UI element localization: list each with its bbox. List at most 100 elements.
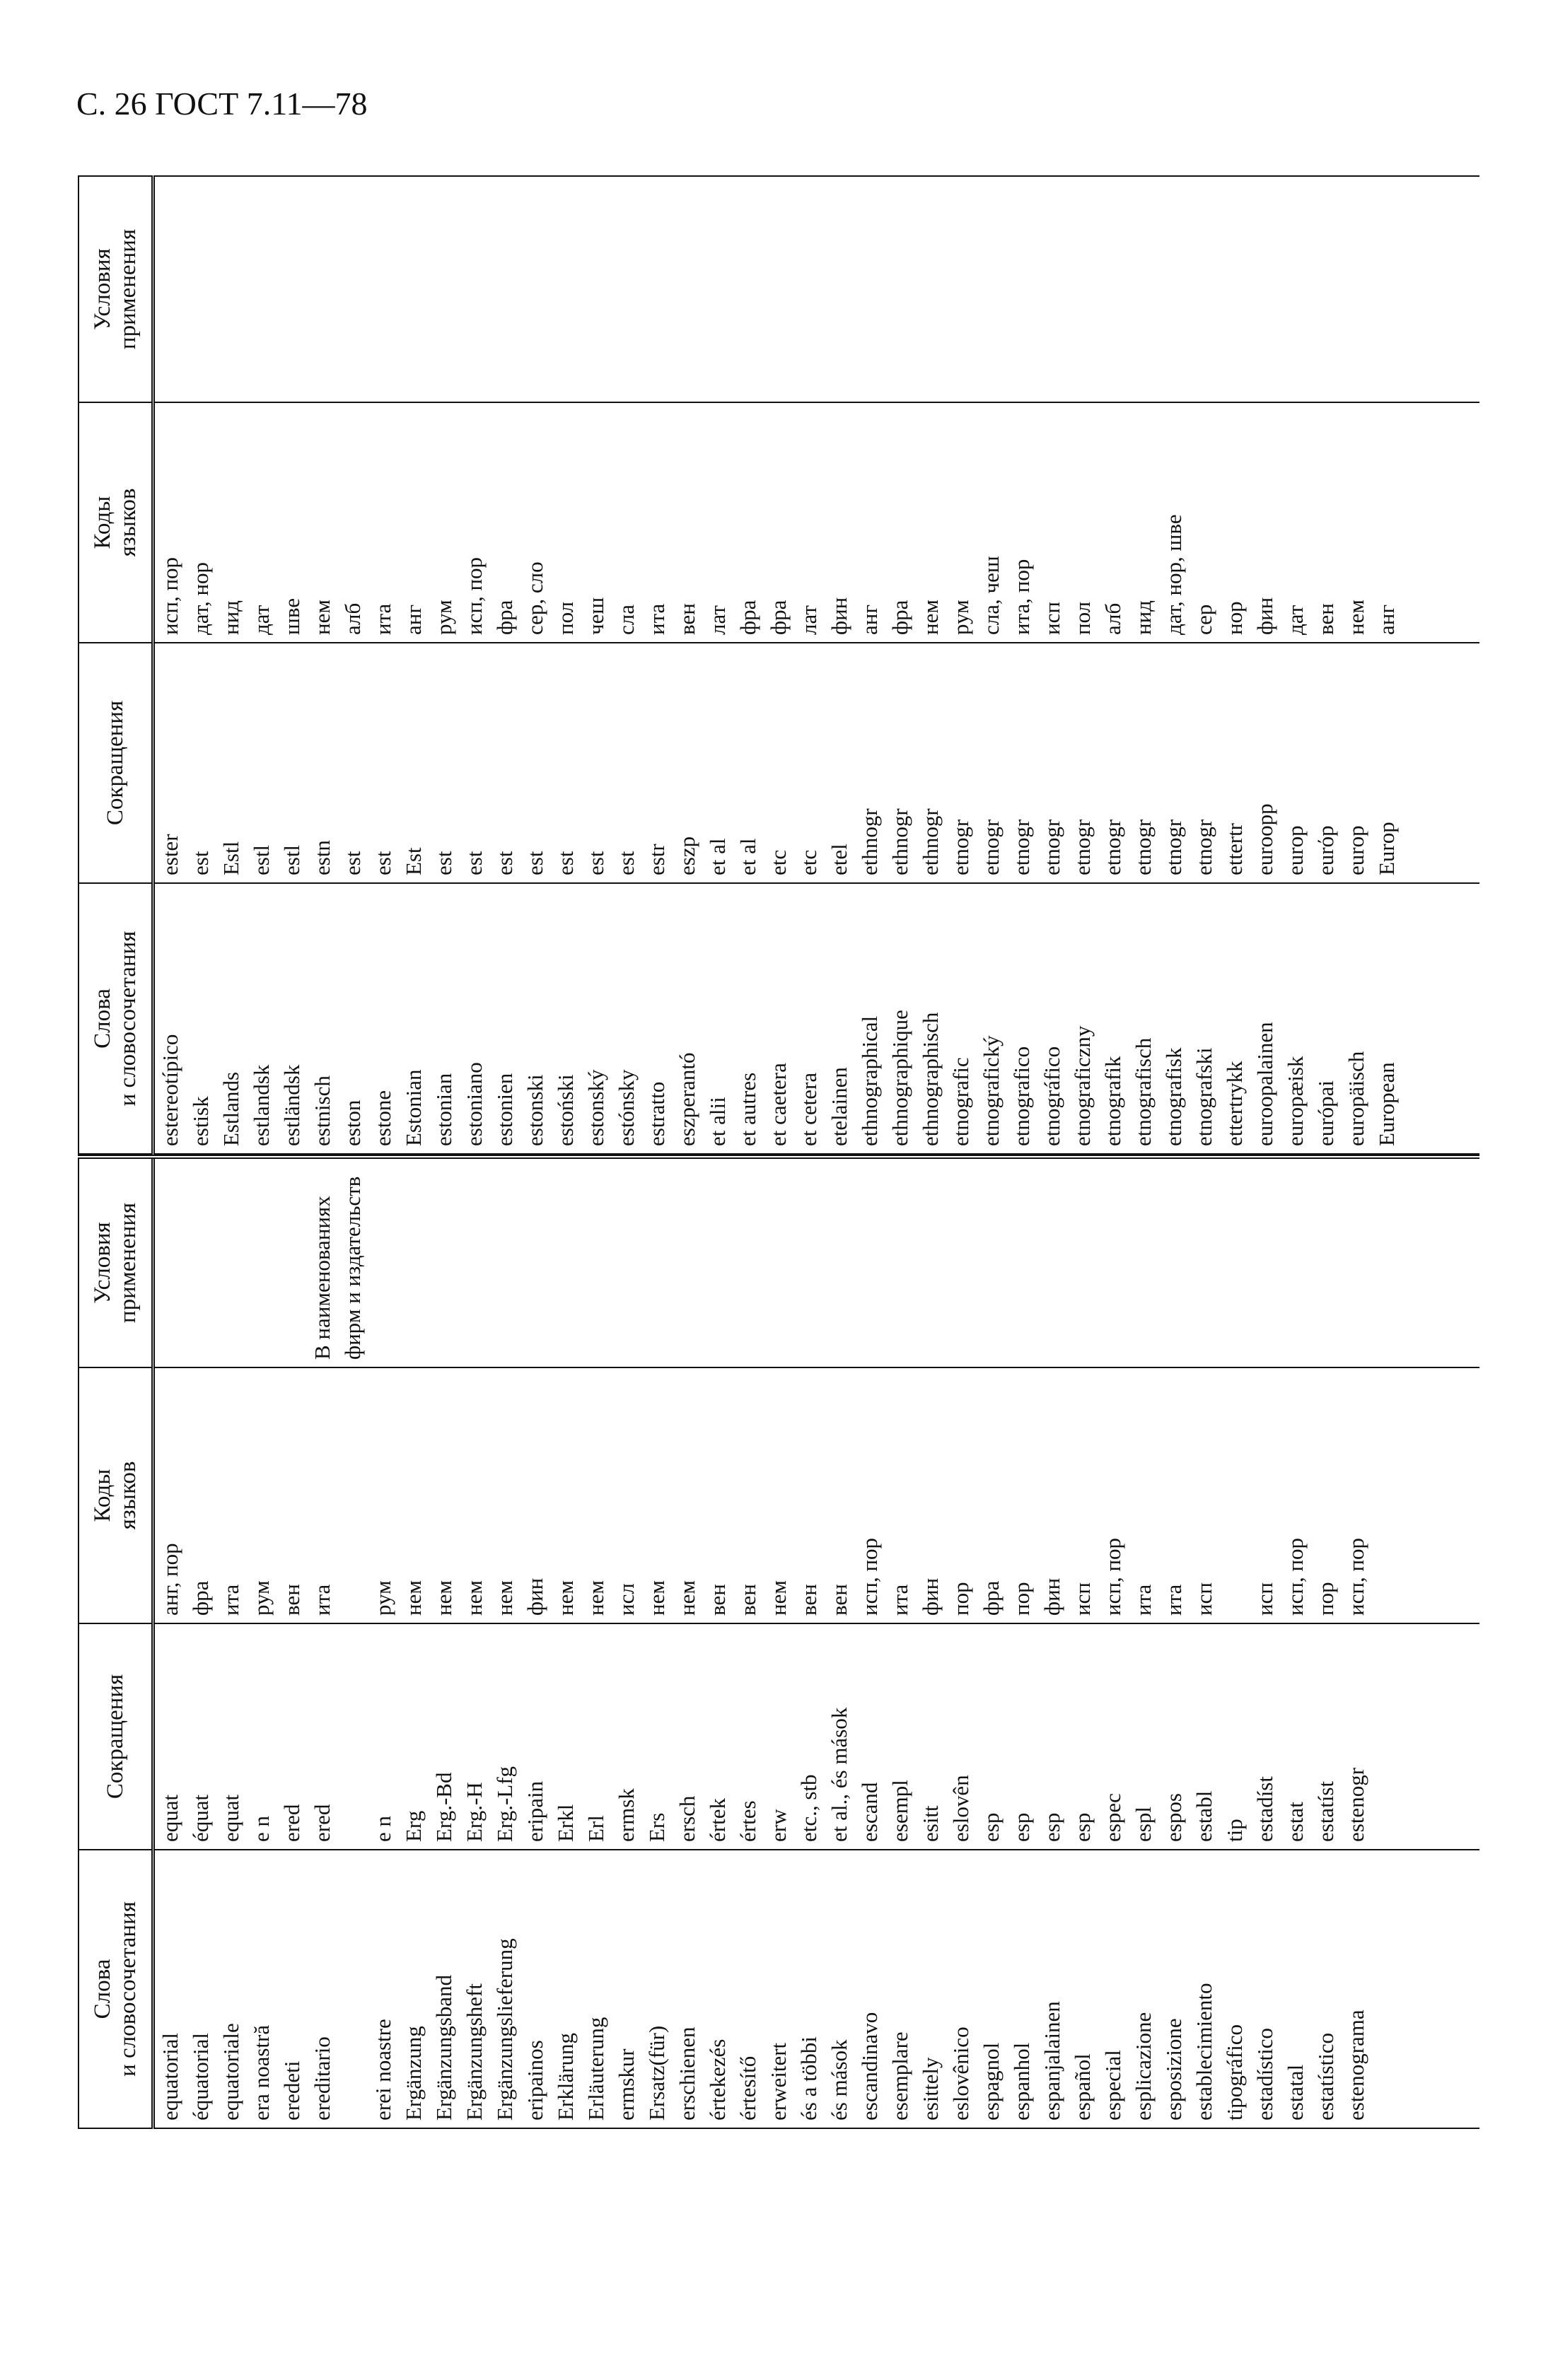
cell-note xyxy=(1250,1157,1280,1367)
cell-note xyxy=(1341,1157,1371,1367)
row: etnograficzny etnogr пол xyxy=(1067,176,1098,1154)
cell-codes: фин xyxy=(520,1367,550,1623)
column-header: Условия применения xyxy=(78,1157,153,1367)
cell-note xyxy=(153,176,185,402)
cell-codes: фра xyxy=(976,1367,1006,1623)
table: Слова и словосочетания Сокращения Коды язы… xyxy=(78,175,1479,1155)
cell-abbr: Erg.-H xyxy=(459,1623,489,1850)
row: etnografski etnogr сер xyxy=(1189,176,1219,1154)
cell-word: et caetera xyxy=(763,883,793,1154)
cell-abbr: est xyxy=(550,643,581,883)
cell-codes: нор xyxy=(1219,402,1250,643)
row: europæisk europ дат xyxy=(1280,176,1310,1154)
row: estónsky est сла xyxy=(611,176,641,1154)
cell-codes: нем xyxy=(429,1367,459,1623)
cell-note xyxy=(915,1157,946,1367)
cell-note xyxy=(1158,176,1189,402)
cell-note xyxy=(702,176,733,402)
cell-word: etnografski xyxy=(1189,883,1219,1154)
cell-codes: исп, пор xyxy=(153,402,185,643)
cell-abbr: est xyxy=(185,643,216,883)
cell-note xyxy=(854,176,885,402)
row: estereotípico ester исп, пор xyxy=(153,176,185,1154)
cell-note xyxy=(398,176,429,402)
cell-codes: рум xyxy=(429,402,459,643)
row: euroopalainen euroopp фин xyxy=(1250,176,1280,1154)
row: estoński est пол xyxy=(550,176,581,1154)
cell-abbr: Erg xyxy=(398,1623,429,1850)
cell-word: estereotípico xyxy=(153,883,185,1154)
row: ethnographical ethnogr анг xyxy=(854,176,885,1154)
cell-abbr: estadíst xyxy=(1250,1623,1280,1850)
cell-word: erei noastre xyxy=(368,1850,398,2128)
cell-abbr: esp xyxy=(1037,1623,1067,1850)
cell-abbr: Erg.-Lfg xyxy=(489,1623,520,1850)
cell-abbr: e n xyxy=(246,1623,277,1850)
cell-codes: анг xyxy=(1371,402,1402,643)
cell-word: esittely xyxy=(915,1850,946,2128)
row: értekezés értek вен xyxy=(702,1157,733,2128)
cell-abbr: etel xyxy=(824,643,854,883)
cell-codes: лат xyxy=(702,402,733,643)
cell-abbr: esp xyxy=(1006,1623,1037,1850)
header-row: Слова и словосочетания Сокращения Коды язы… xyxy=(78,1157,153,2128)
row: Ersatz(für) Ers нем xyxy=(641,1157,672,2128)
row: esplicazione espl ита xyxy=(1128,1157,1158,2128)
cell-abbr: est xyxy=(459,643,489,883)
cell-note xyxy=(641,1157,672,1367)
cell-abbr: Europ xyxy=(1371,643,1402,883)
cell-note xyxy=(216,1157,246,1367)
cell-note xyxy=(733,1157,763,1367)
cell-word: espanjalainen xyxy=(1037,1850,1067,2128)
row: eszperantó eszp вен xyxy=(672,176,702,1154)
cell-codes: ита xyxy=(641,402,672,643)
cell-note xyxy=(1189,176,1219,402)
cell-note xyxy=(520,1157,550,1367)
cell-note xyxy=(611,1157,641,1367)
cell-note xyxy=(1128,176,1158,402)
table: Слова и словосочетания Сокращения Коды язы… xyxy=(78,1155,1479,2129)
cell-word: equatoriale xyxy=(216,1850,246,2128)
cell-codes: фра xyxy=(489,402,520,643)
cell-codes: нем xyxy=(641,1367,672,1623)
row: espanjalainen esp фин xyxy=(1037,1157,1067,2128)
cell-note xyxy=(763,1157,793,1367)
row: estatal estat исп, пор xyxy=(1280,1157,1310,2128)
cell-abbr: e n xyxy=(368,1623,398,1850)
cell-codes: исп, пор xyxy=(1280,1367,1310,1623)
cell-codes: исп xyxy=(1037,402,1067,643)
cell-codes: нем xyxy=(307,402,337,643)
cell-note xyxy=(246,176,277,402)
cell-codes: фин xyxy=(1250,402,1280,643)
cell-note xyxy=(368,1157,398,1367)
cell-codes: нем xyxy=(489,1367,520,1623)
cell-abbr: est xyxy=(368,643,398,883)
cell-abbr: Est xyxy=(398,643,429,883)
cell-codes: пор xyxy=(946,1367,976,1623)
cell-codes: дат xyxy=(246,402,277,643)
cell-abbr: értek xyxy=(702,1623,733,1850)
cell-abbr: etnogr xyxy=(1067,643,1098,883)
cell-word: et autres xyxy=(733,883,763,1154)
row: és a többi etc., stb вен xyxy=(793,1157,824,2128)
column-header: Условия применения xyxy=(78,176,153,402)
row: especial espec исп, пор xyxy=(1098,1157,1128,2128)
row: establecimiento establ исп xyxy=(1189,1157,1219,2128)
cell-note xyxy=(459,1157,489,1367)
row: értesítő értes вен xyxy=(733,1157,763,2128)
cell-note xyxy=(1037,176,1067,402)
cell-note xyxy=(1037,1157,1067,1367)
cell-word: értekezés xyxy=(702,1850,733,2128)
cell-codes xyxy=(1219,1367,1250,1623)
cell-codes: ита xyxy=(1158,1367,1189,1623)
row: estadístico estadíst исп xyxy=(1250,1157,1280,2128)
cell-word: etnográfico xyxy=(1037,883,1067,1154)
cell-note xyxy=(672,176,702,402)
cell-note xyxy=(885,1157,915,1367)
cell-word: especial xyxy=(1098,1850,1128,2128)
cell-abbr: esp xyxy=(1067,1623,1098,1850)
cell-codes: исп xyxy=(1067,1367,1098,1623)
row: etnográfico etnogr исп xyxy=(1037,176,1067,1154)
cell-abbr: estr xyxy=(641,643,672,883)
cell-codes: вен xyxy=(1310,402,1341,643)
